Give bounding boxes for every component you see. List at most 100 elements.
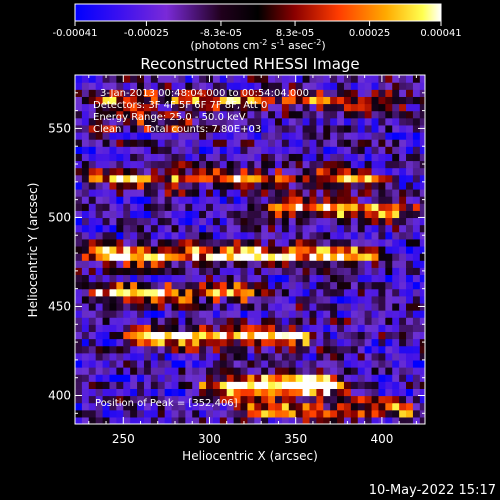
heatmap-cell [330,210,338,219]
heatmap-cell [192,253,200,261]
heatmap-cell [357,260,366,268]
heatmap-cell [309,367,317,375]
heatmap-cell [406,267,414,276]
heatmap-cell [371,274,380,283]
heatmap-cell [206,181,214,190]
heatmap-cell [164,409,173,418]
heatmap-cell [350,139,359,147]
heatmap-cell [364,124,373,133]
heatmap-cell [192,245,200,254]
heatmap-cell [219,89,228,97]
heatmap-cell [254,267,262,276]
heatmap-cell [316,395,324,404]
heatmap-cell [88,167,97,176]
heatmap-cell [240,288,249,297]
heatmap-cell [102,295,111,304]
heatmap-cell [261,203,269,211]
heatmap-cell [371,388,380,397]
heatmap-cell [392,416,400,424]
heatmap-cell [281,352,290,361]
heatmap-cell [357,160,366,169]
heatmap-cell [240,317,249,325]
heatmap-cell [309,388,317,397]
heatmap-cell [123,224,131,233]
heatmap-cell [164,188,173,197]
heatmap-cell [378,281,386,290]
heatmap-cell [261,89,269,97]
heatmap-cell [316,210,324,219]
heatmap-cell [157,345,166,354]
heatmap-cell [143,317,152,325]
heatmap-cell [171,160,180,169]
heatmap-cell [164,231,173,240]
heatmap-cell [247,160,255,169]
heatmap-cell [212,139,221,147]
heatmap-cell [143,167,152,176]
heatmap-cell [385,395,393,404]
heatmap-cell [171,217,180,226]
heatmap-cell [364,359,373,368]
heatmap-cell [288,395,297,404]
heatmap-cell [233,402,242,411]
heatmap-cell [75,288,83,297]
heatmap-cell [281,253,290,261]
heatmap-cell [88,139,97,147]
heatmap-cell [406,302,414,311]
heatmap-cell [378,338,386,347]
heatmap-cell [281,338,290,347]
heatmap-cell [164,374,173,382]
heatmap-cell [309,352,317,361]
heatmap-cell [337,75,345,83]
heatmap-cell [412,395,421,404]
heatmap-cell [178,367,186,375]
heatmap-cell [343,352,352,361]
heatmap-cell [350,82,359,90]
heatmap-cell [157,331,166,340]
heatmap-cell [399,117,407,126]
heatmap-cell [288,75,297,83]
heatmap-cell [323,359,331,368]
heatmap-cell [150,217,159,226]
heatmap-cell [88,253,97,261]
heatmap-cell [185,89,193,97]
heatmap-cell [364,416,373,424]
heatmap-cell [143,310,152,318]
heatmap-cell [357,245,366,254]
heatmap-cell [302,174,311,183]
heatmap-cell [233,381,242,389]
heatmap-cell [178,167,186,176]
heatmap-cell [406,117,414,126]
heatmap-cell [206,110,214,119]
heatmap-cell [150,96,159,105]
heatmap-cell [192,117,200,126]
heatmap-cell [240,324,249,333]
heatmap-cell [75,75,83,83]
heatmap-cell [199,110,207,119]
heatmap-cell [247,117,255,126]
heatmap-cell [261,367,269,375]
heatmap-cell [295,367,304,375]
heatmap-cell [392,381,400,389]
heatmap-cell [371,260,380,268]
heatmap-cell [364,331,373,340]
heatmap-cell [392,188,400,197]
heatmap-cell [226,281,235,290]
x-tick-label-1: 300 [198,432,221,446]
heatmap-cell [157,402,166,411]
heatmap-cell [123,416,131,424]
heatmap-cell [206,345,214,354]
heatmap-cell [206,409,214,418]
heatmap-cell [150,188,159,197]
heatmap-cell [275,359,283,368]
heatmap-cell [192,395,200,404]
heatmap-cell [95,117,104,126]
heatmap-cell [240,139,249,147]
heatmap-cell [143,96,152,105]
heatmap-cell [143,281,152,290]
heatmap-cell [330,324,338,333]
heatmap-cell [81,89,90,97]
heatmap-cell [240,153,249,162]
heatmap-cell [330,281,338,290]
heatmap-cell [171,374,180,382]
heatmap-cell [371,345,380,354]
